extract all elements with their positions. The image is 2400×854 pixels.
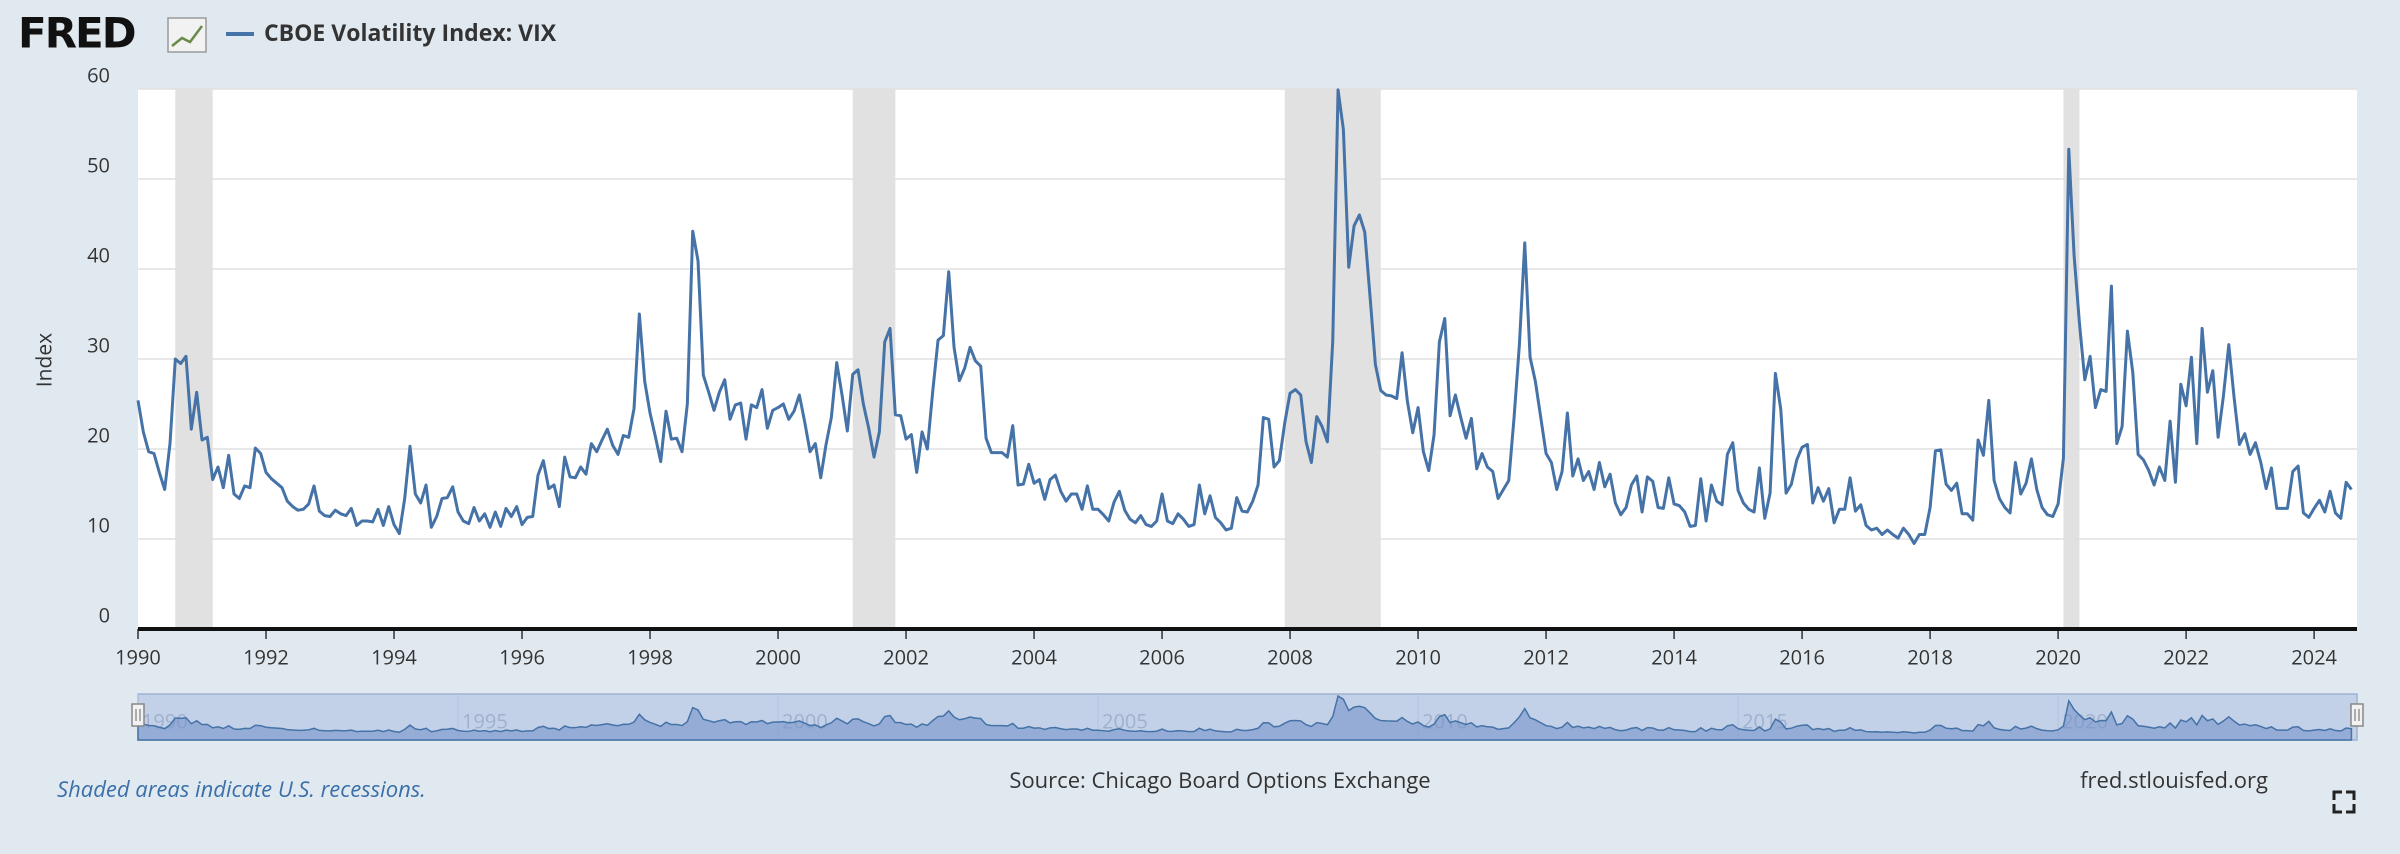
logo[interactable]: FRED — [18, 9, 137, 58]
x-tick-label: 1998 — [627, 643, 673, 670]
navigator-handle[interactable] — [131, 703, 145, 727]
y-tick-label: 60 — [87, 61, 110, 88]
logo-icon — [167, 17, 207, 53]
y-axis-label: Index — [31, 333, 59, 387]
x-tick-label: 2016 — [1779, 643, 1825, 670]
x-tick-label: 2012 — [1523, 643, 1569, 670]
x-tick-label: 1996 — [499, 643, 545, 670]
recession-note: Shaded areas indicate U.S. recessions. — [57, 774, 426, 804]
fullscreen-icon[interactable] — [2332, 790, 2356, 814]
site-link[interactable]: fred.stlouisfed.org — [2080, 765, 2268, 795]
source: Source: Chicago Board Options Exchange — [1009, 765, 1430, 795]
x-tick-label: 2008 — [1267, 643, 1313, 670]
y-tick-label: 40 — [87, 241, 110, 268]
navigator-area — [137, 694, 2353, 741]
x-tick-label: 2004 — [1011, 643, 1057, 670]
x-tick-label: 2010 — [1395, 643, 1441, 670]
series-line — [136, 88, 2353, 545]
x-tick-label: 1994 — [371, 643, 417, 670]
y-tick-label: 50 — [87, 151, 110, 178]
x-tick-label: 2018 — [1907, 643, 1953, 670]
y-tick-label: 0 — [99, 601, 110, 628]
x-tick-label: 1990 — [115, 643, 161, 670]
legend-label: CBOE Volatility Index: VIX — [264, 16, 557, 48]
x-tick-label: 2006 — [1139, 643, 1185, 670]
navigator-handle[interactable] — [2350, 703, 2364, 727]
x-tick-label: 2024 — [2291, 643, 2337, 670]
y-tick-label: 30 — [87, 331, 110, 358]
x-tick-label: 2022 — [2163, 643, 2209, 670]
x-tick-label: 2000 — [755, 643, 801, 670]
x-tick-label: 2002 — [883, 643, 929, 670]
x-tick-label: 2020 — [2035, 643, 2081, 670]
x-tick-label: 1992 — [243, 643, 289, 670]
y-tick-label: 20 — [87, 421, 110, 448]
y-tick-label: 10 — [87, 511, 110, 538]
x-tick-label: 2014 — [1651, 643, 1697, 670]
navigator-tick-label: 1995 — [462, 707, 508, 734]
